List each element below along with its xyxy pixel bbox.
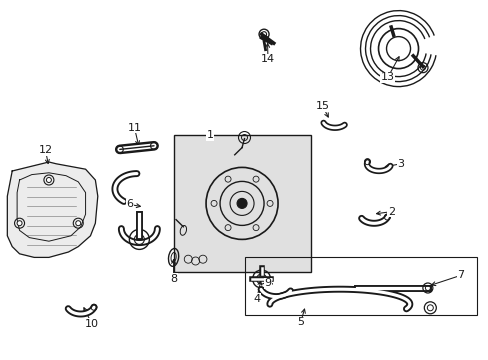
Circle shape — [76, 221, 81, 226]
Text: 1: 1 — [206, 130, 213, 140]
Polygon shape — [7, 162, 98, 257]
Text: 5: 5 — [297, 317, 304, 327]
Bar — [173, 135, 310, 272]
Text: 6: 6 — [126, 199, 133, 210]
Text: 15: 15 — [315, 101, 329, 111]
Text: 8: 8 — [170, 274, 177, 284]
Text: 11: 11 — [127, 123, 141, 133]
Text: 7: 7 — [456, 270, 463, 280]
Text: 4: 4 — [253, 294, 260, 304]
Circle shape — [237, 198, 246, 208]
Text: 9: 9 — [264, 278, 271, 288]
Circle shape — [46, 177, 51, 183]
Text: 14: 14 — [261, 54, 274, 64]
Bar — [244, 257, 476, 315]
Text: 10: 10 — [85, 319, 99, 329]
Text: 3: 3 — [397, 159, 404, 169]
Text: 12: 12 — [39, 145, 52, 155]
Text: 13: 13 — [380, 72, 394, 82]
Circle shape — [17, 221, 22, 226]
Text: 2: 2 — [387, 207, 394, 217]
